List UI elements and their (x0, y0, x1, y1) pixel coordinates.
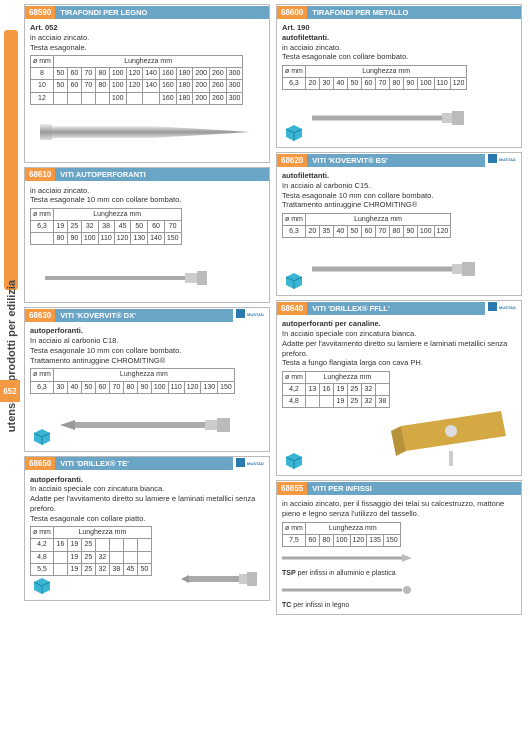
code: 68640 (277, 302, 307, 315)
product-image (282, 241, 516, 291)
screw-tsp-image (282, 552, 422, 564)
desc: autoperforanti.In acciaio al carbonio C1… (30, 326, 264, 365)
screw-tc-image (282, 584, 422, 596)
code: 68650 (25, 457, 55, 470)
product-image (282, 411, 516, 471)
desc: in acciaio zincato, per il fissaggio dei… (282, 499, 516, 519)
size-table: ø mmLunghezza mm 85060708010012014016018… (30, 55, 243, 104)
tsp-label: TSP per infissi in alluminio e plastica (282, 569, 516, 578)
size-table: ø mmLunghezza mm 6,319253238455060708090… (30, 208, 182, 245)
side-label: utensili e prodotti per edilizia (6, 280, 18, 432)
svg-text:MUSTAD: MUSTAD (499, 157, 516, 162)
desc: autoperforanti.In acciaio speciale con z… (30, 475, 264, 524)
screw-image (181, 570, 261, 588)
title: VITI 'DRILLEX® FFLL' (307, 302, 485, 315)
cube-icon (32, 578, 52, 594)
code: 68655 (277, 482, 307, 495)
title: VITI 'DRILLEX® TE' (55, 457, 233, 470)
brand-logo: MUSTAD (485, 302, 521, 314)
size-table: ø mmLunghezza mm 4,21619254,81925325,519… (30, 526, 152, 575)
title: VITI PER INFISSI (307, 482, 521, 495)
desc: in acciaio zincato.Testa esagonale 10 mm… (30, 186, 264, 206)
page-number: 652 (0, 380, 20, 402)
side-tab: utensili e prodotti per edilizia (0, 0, 20, 750)
right-column: 68600TIRAFONDI PER METALLO Art. 190autof… (276, 4, 522, 615)
svg-text:MUSTAD: MUSTAD (247, 312, 264, 317)
tc-label: TC per infissi in legno (282, 601, 516, 610)
code: 68600 (277, 6, 307, 19)
title: VITI AUTOPERFORANTI (55, 168, 269, 181)
cube-icon (284, 453, 304, 469)
desc: Art. 190autofilettanti.in acciaio zincat… (282, 23, 516, 62)
product-box-68600: 68600TIRAFONDI PER METALLO Art. 190autof… (276, 4, 522, 148)
product-box-68640: 68640VITI 'DRILLEX® FFLL' MUSTAD autoperf… (276, 300, 522, 476)
title: TIRAFONDI PER LEGNO (55, 6, 269, 19)
brand-logo: MUSTAD (233, 309, 269, 321)
product-box-68620: 68620VITI 'KOVERVIT® BS' MUSTAD autofilet… (276, 152, 522, 296)
cube-icon (284, 125, 304, 141)
code: 68620 (277, 154, 307, 167)
size-table: ø mmLunghezza mm 6,320354050607080901001… (282, 213, 451, 238)
title: TIRAFONDI PER METALLO (307, 6, 521, 19)
product-box-68655: 68655VITI PER INFISSI in acciaio zincato… (276, 480, 522, 615)
product-image (282, 93, 516, 143)
desc: Art. 052in acciaio zincato.Testa esagona… (30, 23, 264, 52)
svg-text:MUSTAD: MUSTAD (499, 305, 516, 310)
title: VITI 'KOVERVIT® BS' (307, 154, 485, 167)
cube-icon (284, 273, 304, 289)
product-box-68610: 68610VITI AUTOPERFORANTI in acciaio zinc… (24, 167, 270, 304)
code: 68590 (25, 6, 55, 19)
size-table: ø mmLunghezza mm 6,330405060708090100110… (30, 368, 235, 393)
title: VITI 'KOVERVIT® DX' (55, 309, 233, 322)
code: 68630 (25, 309, 55, 322)
desc: autoperforanti per canaline.In acciaio s… (282, 319, 516, 368)
size-table: ø mmLunghezza mm 6,320304050607080901001… (282, 65, 467, 90)
brand-logo: MUSTAD (233, 458, 269, 470)
size-table: ø mmLunghezza mm 7,56080100120135150 (282, 522, 401, 547)
product-box-68630: 68630VITI 'KOVERVIT® DX' MUSTAD autoperfo… (24, 307, 270, 451)
product-box-68590: 68590TIRAFONDI PER LEGNO Art. 052in acci… (24, 4, 270, 163)
product-image (30, 397, 264, 447)
product-image (30, 108, 264, 158)
code: 68610 (25, 168, 55, 181)
brand-logo: MUSTAD (485, 154, 521, 166)
left-column: 68590TIRAFONDI PER LEGNO Art. 052in acci… (24, 4, 270, 615)
size-table: ø mmLunghezza mm 4,213161925324,81925323… (282, 371, 390, 408)
content: 68590TIRAFONDI PER LEGNO Art. 052in acci… (22, 0, 530, 619)
svg-text:MUSTAD: MUSTAD (247, 461, 264, 466)
product-box-68650: 68650VITI 'DRILLEX® TE' MUSTAD autoperfor… (24, 456, 270, 601)
cube-icon (32, 429, 52, 445)
side-orange-bar (4, 30, 18, 290)
product-image (30, 248, 264, 298)
desc: autofilettanti.In acciaio al carbonio C1… (282, 171, 516, 210)
